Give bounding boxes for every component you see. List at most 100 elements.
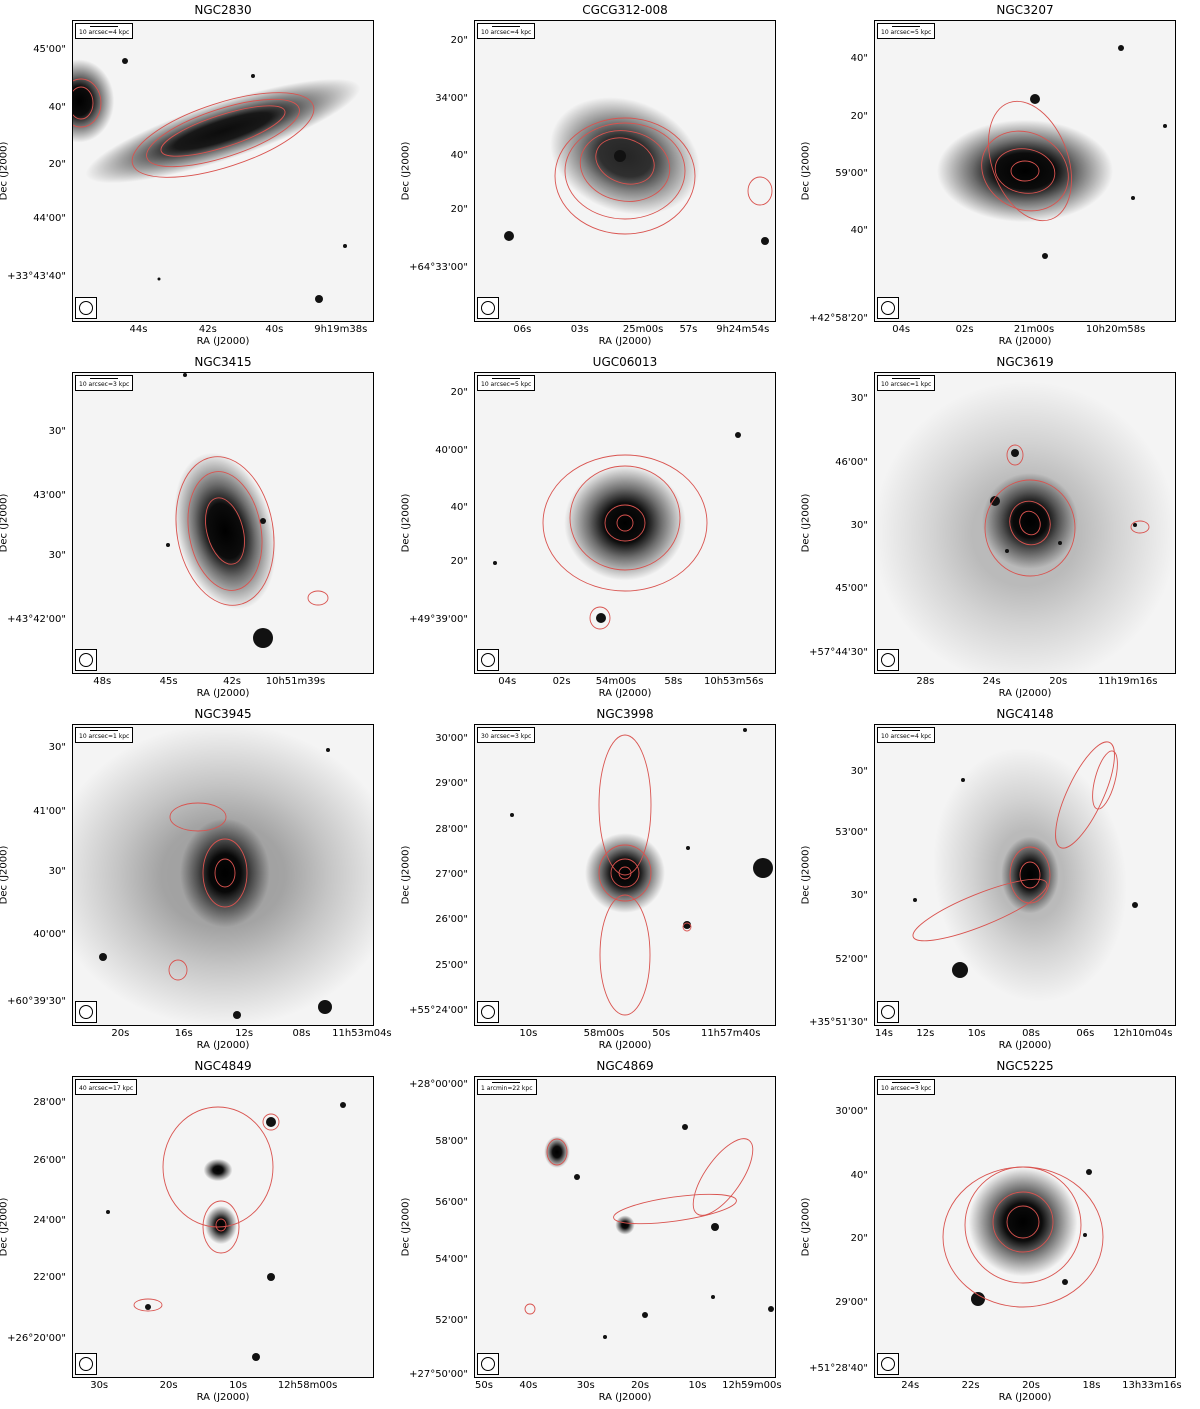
x-tick-label: 12s [916, 1028, 935, 1039]
y-tick-label: 30" [850, 890, 868, 902]
beam-ellipse [881, 653, 895, 667]
galaxy-emission [73, 59, 115, 143]
y-axis-label: Dec (J2000) [398, 372, 414, 674]
x-tick-label: 11h53m04s [332, 1028, 392, 1039]
radio-contour [599, 894, 651, 1016]
radio-contour [604, 504, 646, 542]
radio-contour [1009, 846, 1051, 904]
x-tick-label: 25m00s [622, 324, 664, 335]
y-tick-label: 46'00" [835, 456, 868, 468]
radio-contour [1010, 160, 1040, 182]
y-tick-label: 20" [450, 35, 468, 47]
radio-contour [1092, 750, 1118, 810]
star [157, 277, 161, 281]
y-tick-label: 34'00" [435, 92, 468, 104]
x-tick-label: 06s [513, 324, 532, 335]
radio-contour [73, 86, 94, 120]
scale-label: 10 arcsec=1 kpc [881, 381, 932, 388]
x-tick-label: 08s [1022, 1028, 1040, 1039]
y-axis-label: Dec (J2000) [798, 1076, 814, 1378]
x-tick-label: 10s [519, 1028, 538, 1039]
x-axis-label: RA (J2000) [598, 336, 652, 347]
scale-legend: 40 arcsec=17 kpc [75, 1079, 138, 1095]
radio-contour [133, 1298, 163, 1312]
y-tick-label: 25'00" [435, 959, 468, 971]
optical-image [475, 373, 775, 673]
y-tick-label: 53'00" [835, 826, 868, 838]
scale-bar [492, 1082, 520, 1083]
x-tick-label: 10s [967, 1028, 986, 1039]
radio-contour [692, 1138, 754, 1216]
y-axis-label: Dec (J2000) [398, 20, 414, 322]
radio-contour [546, 1138, 568, 1166]
y-axis-label-text: Dec (J2000) [800, 493, 812, 553]
scale-label: 10 arcsec=3 kpc [79, 381, 130, 388]
x-tick-label: 58m00s [583, 1028, 625, 1039]
y-axis-label-text: Dec (J2000) [400, 1197, 412, 1257]
beam-indicator [75, 297, 97, 319]
star [642, 1312, 648, 1318]
radio-contour [1009, 500, 1051, 546]
image-frame: 10 arcsec=1 kpc [72, 724, 374, 1026]
y-tick-label: 43'00" [33, 489, 66, 501]
x-axis-label: RA (J2000) [998, 1040, 1052, 1051]
y-axis-label-text: Dec (J2000) [800, 845, 812, 905]
optical-image [475, 21, 775, 321]
panel-cgcg312: CGCG312-008 10 arcsec=4 kpc 20" 34'00" 40" 20… [401, 2, 802, 353]
optical-image [73, 373, 373, 673]
y-tick-label: 40" [850, 225, 868, 237]
panel-ngc3415: NGC3415 10 arcsec=3 kpc 30" 43'00" 30" +43°42… [0, 354, 400, 705]
y-axis-label-text: Dec (J2000) [0, 1197, 10, 1257]
galaxy-emission [932, 747, 1128, 1003]
x-axis-label: RA (J2000) [998, 688, 1052, 699]
beam-ellipse [79, 1357, 93, 1371]
y-tick-label: +26°20'00" [7, 1332, 66, 1344]
galaxy-emission [564, 465, 686, 581]
star [753, 858, 773, 878]
galaxy-emission [205, 1205, 237, 1245]
scale-label: 10 arcsec=4 kpc [79, 29, 130, 36]
beam-ellipse [481, 1357, 495, 1371]
y-tick-label: +35°51'30" [809, 1016, 868, 1028]
star [251, 74, 255, 78]
x-tick-label: 21m00s [1013, 324, 1055, 335]
star [326, 748, 330, 752]
x-tick-label: 50s [475, 1380, 493, 1391]
panel-ngc4849: NGC4849 40 arcsec=17 kpc 28'00" 26'00" 24'00… [0, 1058, 400, 1409]
y-axis-label: Dec (J2000) [0, 724, 12, 1026]
scale-label: 10 arcsec=4 kpc [881, 733, 932, 740]
y-tick-label: 30'00" [835, 1106, 868, 1118]
optical-image [73, 1077, 373, 1377]
radio-contour [214, 858, 236, 888]
x-tick-label: 20s [1022, 1380, 1040, 1391]
y-tick-label: 20" [850, 1233, 868, 1245]
image-frame: 1 arcmin=22 kpc [474, 1076, 776, 1378]
optical-image [475, 1077, 775, 1377]
panel-title: NGC4148 [996, 707, 1054, 721]
image-frame: 40 arcsec=17 kpc [72, 1076, 374, 1378]
image-frame: 10 arcsec=4 kpc [474, 20, 776, 322]
beam-indicator [477, 297, 499, 319]
y-tick-label: +51°28'40" [809, 1362, 868, 1374]
image-frame: 10 arcsec=5 kpc [474, 372, 776, 674]
scale-label: 10 arcsec=5 kpc [481, 381, 532, 388]
y-tick-label: 45'00" [835, 583, 868, 595]
radio-contour [262, 1113, 280, 1131]
x-tick-label: 9h24m54s [716, 324, 770, 335]
y-tick-label: 26'00" [33, 1154, 66, 1166]
scale-bar [90, 1082, 118, 1083]
y-tick-label: 30'00" [435, 733, 468, 745]
galaxy-emission [544, 1136, 570, 1168]
x-axis-label: RA (J2000) [998, 336, 1052, 347]
x-tick-label: 30s [90, 1380, 109, 1391]
scale-legend: 10 arcsec=5 kpc [477, 375, 536, 391]
panel-title: NGC2830 [194, 3, 252, 17]
scale-label: 40 arcsec=17 kpc [79, 1085, 134, 1092]
y-tick-label: 52'00" [835, 953, 868, 965]
panel-ngc3619: NGC3619 10 arcsec=1 kpc 30" 46'00" 30" 45'00"… [800, 354, 1200, 705]
scale-legend: 10 arcsec=4 kpc [477, 23, 536, 39]
x-tick-label: 11h19m16s [1097, 676, 1158, 687]
y-axis-label: Dec (J2000) [798, 20, 814, 322]
x-tick-label: 57s [679, 324, 698, 335]
beam-indicator [877, 649, 899, 671]
